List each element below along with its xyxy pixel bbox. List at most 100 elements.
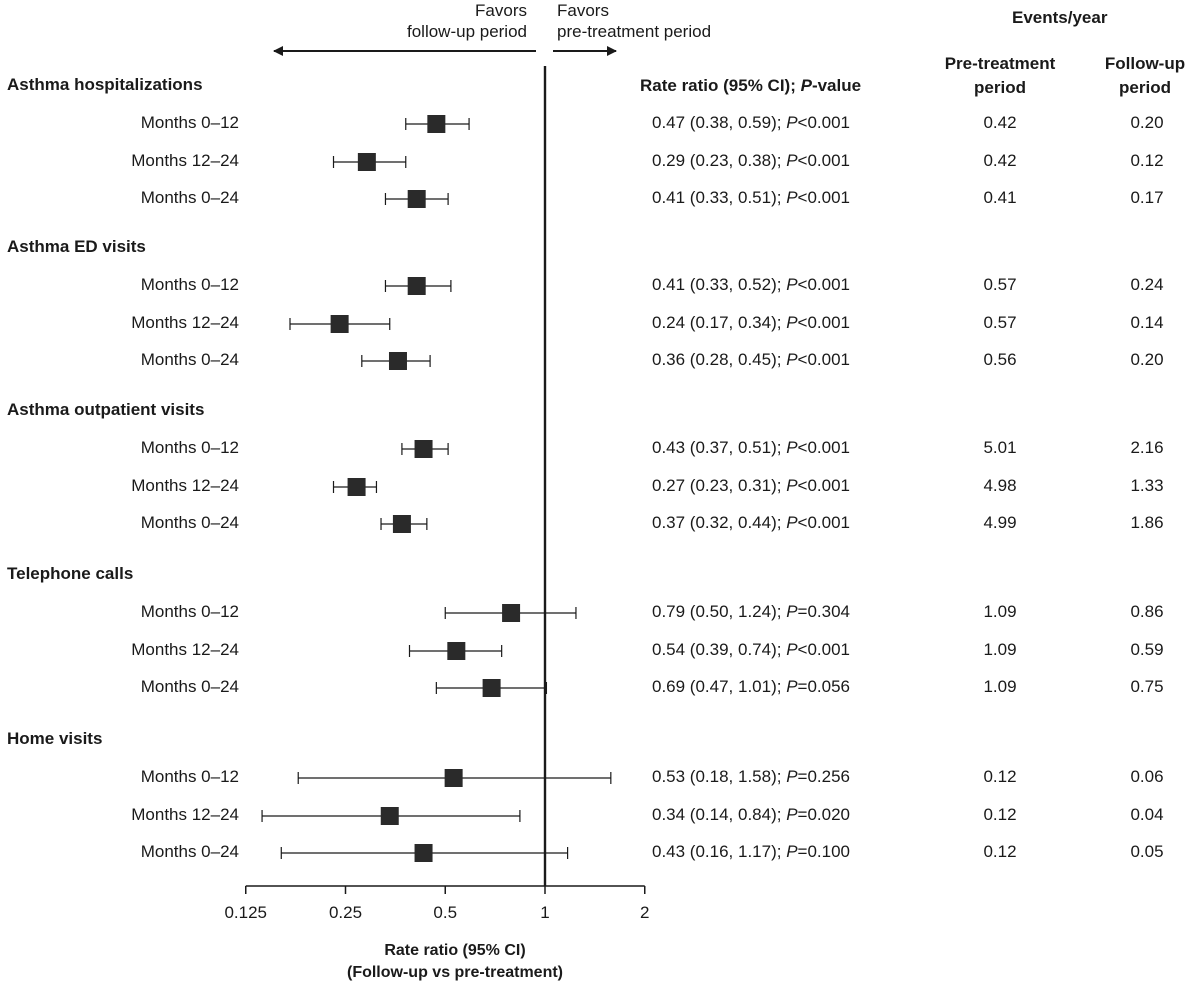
p-symbol: P (786, 767, 798, 786)
rate-ratio-ci: 0.53 (0.18, 1.58); (652, 767, 787, 786)
rate-ratio-header-a: Rate ratio (95% CI); (640, 76, 801, 95)
x-tick-label: 2 (640, 903, 649, 922)
pre-treatment-value: 1.09 (983, 602, 1017, 621)
point-estimate-marker (447, 642, 466, 660)
row-label: Months 0–24 (140, 188, 239, 207)
rate-ratio-text: 0.43 (0.37, 0.51); P<0.001 (652, 438, 850, 458)
follow-up-value: 0.20 (1130, 350, 1164, 369)
p-symbol: P (786, 313, 798, 332)
pre-treatment-value: 4.99 (983, 513, 1017, 532)
point-estimate-marker (392, 515, 411, 533)
pre-treatment-value: 1.09 (983, 677, 1017, 696)
rate-ratio-ci: 0.43 (0.16, 1.17); (652, 842, 787, 861)
rate-ratio-column-header: Rate ratio (95% CI); P-value (640, 76, 861, 96)
p-value: =0.020 (797, 805, 851, 824)
p-value: <0.001 (797, 350, 851, 369)
pre-treatment-value: 0.42 (983, 151, 1017, 170)
rate-ratio-text: 0.53 (0.18, 1.58); P=0.256 (652, 767, 850, 787)
point-estimate-marker (347, 478, 366, 496)
rate-ratio-ci: 0.69 (0.47, 1.01); (652, 677, 787, 696)
favors-right-line1: Favors (557, 1, 609, 20)
pre-treatment-header: Pre-treatment period (915, 52, 1085, 100)
point-estimate-marker (380, 807, 399, 825)
p-value: <0.001 (797, 438, 851, 457)
pre-treatment-value: 0.12 (983, 805, 1017, 824)
p-symbol: P (786, 602, 798, 621)
follow-up-value: 0.20 (1130, 113, 1164, 132)
pre-treatment-value: 0.57 (983, 313, 1017, 332)
rate-ratio-header-p: P (800, 76, 812, 95)
events-year-header: Events/year (1012, 8, 1108, 27)
point-estimate-marker (407, 190, 426, 208)
row-label: Months 12–24 (131, 640, 239, 659)
rate-ratio-text: 0.41 (0.33, 0.51); P<0.001 (652, 188, 850, 208)
pre-treatment-value: 0.12 (983, 842, 1017, 861)
point-estimate-marker (502, 604, 521, 622)
p-value: =0.304 (797, 602, 851, 621)
p-value: <0.001 (797, 151, 851, 170)
p-value: <0.001 (797, 113, 851, 132)
x-axis-title-line2: (Follow-up vs pre-treatment) (346, 964, 563, 981)
pre-treatment-value: 1.09 (983, 640, 1017, 659)
p-symbol: P (786, 188, 798, 207)
rate-ratio-text: 0.27 (0.23, 0.31); P<0.001 (652, 476, 850, 496)
follow-up-value: 0.24 (1130, 275, 1164, 294)
point-estimate-marker (357, 153, 376, 171)
rate-ratio-ci: 0.36 (0.28, 0.45); (652, 350, 787, 369)
row-label: Months 0–12 (140, 602, 239, 621)
pre-treatment-value: 0.56 (983, 350, 1017, 369)
follow-up-value: 0.05 (1130, 842, 1164, 861)
follow-up-value: 1.33 (1130, 476, 1164, 495)
rate-ratio-text: 0.79 (0.50, 1.24); P=0.304 (652, 602, 850, 622)
rate-ratio-ci: 0.29 (0.23, 0.38); (652, 151, 787, 170)
p-symbol: P (786, 113, 798, 132)
row-label: Months 12–24 (131, 805, 239, 824)
rate-ratio-ci: 0.41 (0.33, 0.51); (652, 188, 787, 207)
x-axis-title: Rate ratio (95% CI) (Follow-up vs pre-tr… (300, 940, 610, 984)
p-symbol: P (786, 476, 798, 495)
favors-left-line2: follow-up period (406, 22, 527, 41)
pre-treatment-value: 0.57 (983, 275, 1017, 294)
point-estimate-marker (388, 352, 407, 370)
rate-ratio-ci: 0.24 (0.17, 0.34); (652, 313, 787, 332)
p-value: <0.001 (797, 476, 851, 495)
pre-treatment-value: 5.01 (983, 438, 1017, 457)
follow-up-line1: Follow-up (1104, 54, 1186, 73)
pre-treatment-value: 0.42 (983, 113, 1017, 132)
rate-ratio-header-b: -value (811, 76, 862, 95)
follow-up-value: 0.86 (1130, 602, 1164, 621)
rate-ratio-text: 0.34 (0.14, 0.84); P=0.020 (652, 805, 850, 825)
rate-ratio-text: 0.47 (0.38, 0.59); P<0.001 (652, 113, 850, 133)
p-symbol: P (786, 677, 798, 696)
p-symbol: P (786, 275, 798, 294)
follow-up-header: Follow-up period (1070, 52, 1200, 100)
follow-up-value: 0.06 (1130, 767, 1164, 786)
follow-up-value: 0.04 (1130, 805, 1164, 824)
favors-left-line1: Favors (475, 1, 527, 20)
p-value: <0.001 (797, 275, 851, 294)
row-label: Months 0–24 (140, 677, 239, 696)
rate-ratio-ci: 0.43 (0.37, 0.51); (652, 438, 787, 457)
row-label: Months 12–24 (131, 313, 239, 332)
group-title: Asthma ED visits (7, 237, 146, 256)
rate-ratio-text: 0.54 (0.39, 0.74); P<0.001 (652, 640, 850, 660)
pre-treatment-value: 4.98 (983, 476, 1017, 495)
rate-ratio-text: 0.69 (0.47, 1.01); P=0.056 (652, 677, 850, 697)
point-estimate-marker (444, 769, 463, 787)
group-title: Asthma hospitalizations (7, 75, 203, 94)
p-symbol: P (786, 842, 798, 861)
row-label: Months 0–12 (140, 767, 239, 786)
point-estimate-marker (407, 277, 426, 295)
p-value: <0.001 (797, 188, 851, 207)
group-title: Telephone calls (7, 564, 134, 583)
follow-up-value: 1.86 (1130, 513, 1164, 532)
p-value: <0.001 (797, 640, 851, 659)
row-label: Months 0–12 (140, 113, 239, 132)
point-estimate-marker (330, 315, 349, 333)
rate-ratio-text: 0.41 (0.33, 0.52); P<0.001 (652, 275, 850, 295)
rate-ratio-text: 0.29 (0.23, 0.38); P<0.001 (652, 151, 850, 171)
point-estimate-marker (427, 115, 446, 133)
follow-up-value: 0.59 (1130, 640, 1164, 659)
follow-up-value: 2.16 (1130, 438, 1164, 457)
p-symbol: P (786, 640, 798, 659)
